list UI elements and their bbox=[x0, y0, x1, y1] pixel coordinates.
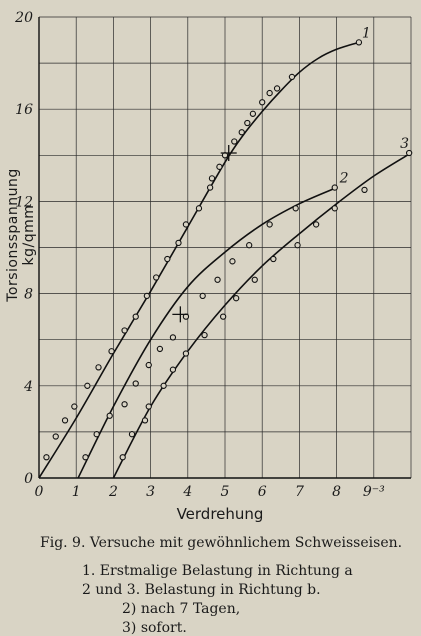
data-point-series-3 bbox=[160, 382, 167, 389]
data-point-series-1 bbox=[206, 184, 214, 191]
data-point-series-3 bbox=[201, 331, 208, 339]
data-point-series-1 bbox=[84, 382, 91, 389]
data-point-series-2 bbox=[331, 184, 338, 191]
curve-label-1: 1 bbox=[362, 25, 371, 41]
caption-line-1: 1. Erstmalige Belastung in Richtung a bbox=[82, 563, 353, 579]
x-tick-label: 0 bbox=[35, 484, 44, 500]
data-point-series-2 bbox=[214, 276, 221, 283]
x-tick-label: 7 bbox=[295, 484, 304, 500]
data-point-series-1 bbox=[143, 292, 151, 300]
data-point-series-3 bbox=[141, 417, 149, 424]
data-point-series-1 bbox=[208, 175, 216, 182]
x-tick-label: 8 bbox=[332, 484, 341, 500]
data-point-series-3 bbox=[145, 403, 152, 410]
cross-markers bbox=[172, 144, 237, 323]
x-tick-label: 3 bbox=[146, 484, 155, 500]
data-point-series-1 bbox=[182, 221, 190, 228]
data-point-series-1 bbox=[355, 39, 363, 46]
data-point-series-1 bbox=[132, 313, 139, 320]
data-point-series-1 bbox=[266, 89, 273, 97]
data-point-series-3 bbox=[361, 186, 368, 194]
data-point-series-1 bbox=[108, 348, 115, 355]
y-tick-label: 16 bbox=[15, 102, 33, 118]
data-point-series-3 bbox=[128, 431, 136, 438]
data-point-series-3 bbox=[169, 366, 177, 373]
data-point-series-1 bbox=[273, 85, 281, 92]
y-tick-label: 0 bbox=[24, 471, 33, 487]
data-point-series-1 bbox=[259, 99, 266, 106]
caption-line-4: 3) sofort. bbox=[122, 620, 187, 636]
data-point-series-3 bbox=[219, 313, 227, 320]
data-point-series-3 bbox=[312, 221, 320, 228]
data-point-series-2 bbox=[169, 334, 177, 341]
data-point-series-2 bbox=[93, 431, 100, 438]
data-point-series-3 bbox=[233, 295, 240, 302]
chart-grid bbox=[39, 16, 412, 478]
caption-line-3: 2) nach 7 Tagen, bbox=[122, 601, 241, 617]
data-point-series-2 bbox=[106, 412, 113, 419]
y-tick-label: 20 bbox=[14, 10, 33, 26]
data-point-series-1 bbox=[249, 110, 257, 117]
data-point-series-3 bbox=[119, 454, 126, 461]
data-point-series-1 bbox=[95, 364, 102, 371]
x-axis-label: Verdrehung bbox=[176, 505, 264, 523]
x-tick-label: 2 bbox=[108, 484, 118, 500]
data-point-series-2 bbox=[121, 401, 128, 408]
x-tick-label: 1 bbox=[72, 484, 81, 500]
y-axis-label: Torsionsspannung kg/qmm bbox=[5, 168, 37, 302]
data-point-series-1 bbox=[288, 73, 296, 81]
x-tick-label: 4 bbox=[182, 484, 192, 500]
data-point-series-2 bbox=[246, 242, 253, 249]
data-point-series-3 bbox=[251, 276, 258, 283]
y-tick-label: 4 bbox=[23, 379, 33, 395]
x-tick-label: 9⁻³ bbox=[363, 484, 385, 500]
data-point-series-2 bbox=[229, 258, 236, 265]
data-point-series-1 bbox=[52, 433, 59, 440]
caption-line-2: 2 und 3. Belastung in Richtung b. bbox=[82, 582, 321, 598]
data-point-series-1 bbox=[231, 138, 238, 145]
curve-labels: 1 2 3 bbox=[339, 25, 409, 186]
data-point-series-1 bbox=[71, 403, 78, 410]
data-point-series-1 bbox=[195, 205, 203, 212]
data-point-series-2 bbox=[292, 205, 299, 212]
data-point-series-1 bbox=[121, 327, 128, 334]
data-point-series-2 bbox=[132, 380, 139, 387]
chart-axes bbox=[38, 17, 411, 479]
data-point-series-1 bbox=[216, 163, 223, 170]
curve-label-2: 2 bbox=[339, 171, 349, 187]
data-point-series-1 bbox=[164, 255, 171, 263]
data-point-series-3 bbox=[331, 205, 338, 212]
data-point-series-3 bbox=[182, 350, 190, 357]
y-tick-label: 8 bbox=[24, 287, 33, 303]
curve-label-3: 3 bbox=[400, 136, 409, 152]
data-point-series-1 bbox=[61, 417, 69, 424]
data-point-series-3 bbox=[294, 242, 301, 249]
data-point-series-1 bbox=[43, 454, 50, 461]
curve-2 bbox=[77, 186, 337, 479]
y-tick-label: 12 bbox=[15, 194, 33, 210]
caption-title: Fig. 9. Versuche mit gewöhnlichem Schwei… bbox=[40, 535, 403, 551]
curve-3 bbox=[112, 152, 412, 479]
x-tick-label: 6 bbox=[258, 484, 267, 500]
data-point-series-1 bbox=[244, 119, 251, 127]
data-point-series-1 bbox=[175, 239, 182, 247]
data-point-series-2 bbox=[266, 221, 273, 228]
curve-1 bbox=[38, 41, 360, 479]
data-point-series-1 bbox=[153, 274, 160, 281]
x-tick-label: 5 bbox=[221, 484, 230, 500]
data-point-series-2 bbox=[82, 454, 89, 461]
data-point-series-2 bbox=[145, 361, 152, 369]
data-point-series-2 bbox=[156, 345, 164, 353]
data-point-series-3 bbox=[405, 149, 413, 157]
data-point-series-1 bbox=[238, 129, 245, 136]
data-point-series-2 bbox=[199, 292, 206, 300]
data-points bbox=[43, 39, 413, 461]
data-point-series-3 bbox=[270, 255, 277, 263]
